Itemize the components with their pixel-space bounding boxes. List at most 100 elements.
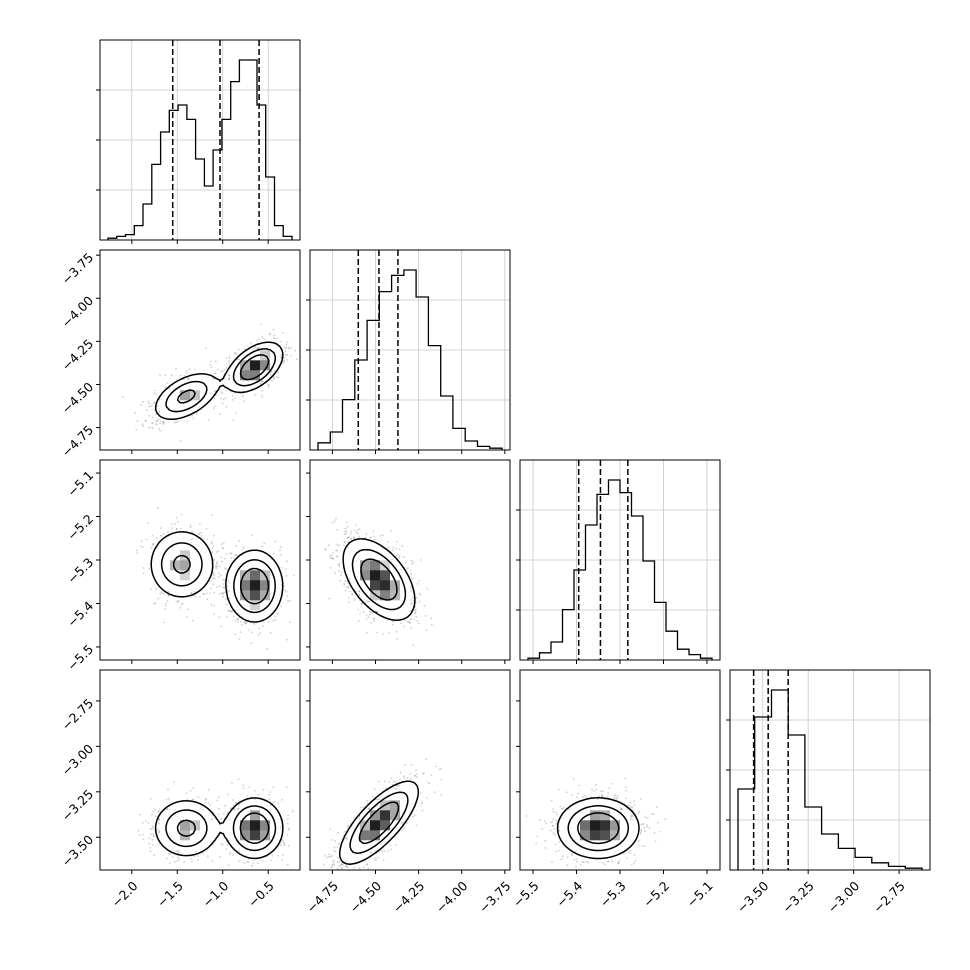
sample-point	[401, 545, 403, 547]
density-cell	[240, 370, 251, 381]
sample-point	[273, 377, 275, 380]
sample-point	[237, 621, 239, 623]
sample-point	[392, 546, 395, 549]
density-cell	[350, 570, 361, 581]
sample-point	[227, 378, 230, 380]
density-cell	[160, 400, 171, 411]
sample-point	[358, 528, 361, 531]
sample-point	[329, 566, 332, 569]
sample-point	[340, 574, 342, 577]
sample-point	[213, 558, 216, 561]
density-cell	[240, 610, 251, 621]
sample-point	[286, 638, 288, 641]
sample-point	[344, 527, 347, 530]
sample-point	[283, 360, 286, 362]
sample-point	[369, 537, 372, 539]
density-cell	[350, 540, 361, 551]
sample-point	[181, 602, 184, 605]
sample-point	[398, 555, 401, 558]
sample-point	[197, 533, 200, 536]
sample-point	[177, 851, 180, 854]
sample-point	[204, 801, 207, 804]
sample-point	[207, 802, 210, 804]
sample-point	[335, 555, 338, 558]
sample-point	[145, 420, 147, 422]
density-cell	[180, 550, 191, 561]
density-cell	[220, 380, 231, 391]
sample-point	[367, 600, 370, 603]
density-cell	[200, 570, 211, 581]
sample-point	[367, 601, 369, 603]
sample-point	[122, 395, 125, 398]
sample-point	[410, 618, 413, 621]
sample-point	[250, 642, 253, 645]
sample-point	[251, 534, 254, 537]
sample-point	[216, 565, 218, 568]
sample-point	[410, 626, 413, 629]
sample-point	[167, 595, 170, 597]
sample-point	[325, 549, 327, 551]
sample-point	[222, 595, 225, 598]
sample-point	[228, 378, 230, 381]
sample-point	[189, 524, 192, 527]
density-cell	[170, 530, 181, 541]
sample-point	[346, 537, 349, 540]
density-cell	[250, 570, 261, 581]
sample-point	[216, 586, 219, 588]
density-cell	[160, 390, 171, 401]
sample-point	[349, 533, 352, 535]
sample-point	[217, 550, 220, 553]
sample-point	[228, 610, 231, 613]
sample-point	[202, 537, 205, 540]
sample-point	[221, 370, 224, 372]
sample-point	[226, 585, 229, 588]
sample-point	[206, 598, 209, 601]
sample-point	[162, 423, 164, 426]
sample-point	[328, 597, 331, 600]
sample-point	[175, 368, 177, 370]
sample-point	[185, 372, 188, 375]
sample-point	[220, 625, 222, 628]
sample-point	[365, 614, 368, 616]
density-cell	[170, 540, 181, 551]
density-cell	[370, 580, 381, 591]
sample-point	[373, 620, 376, 622]
sample-point	[188, 368, 191, 370]
density-cell	[170, 570, 181, 581]
contour-lines	[150, 531, 284, 623]
sample-point	[355, 524, 357, 527]
sample-point	[250, 631, 253, 634]
sample-point	[366, 631, 368, 634]
contour-line	[176, 354, 270, 404]
sample-point	[282, 854, 284, 856]
panel-frame	[99, 249, 301, 451]
sample-point	[223, 557, 226, 560]
sample-point	[334, 572, 337, 575]
sample-point	[267, 620, 270, 623]
sample-point	[397, 553, 400, 556]
sample-point	[243, 400, 245, 403]
sample-point	[175, 600, 178, 603]
sample-point	[276, 612, 279, 615]
sample-point	[135, 428, 138, 431]
sample-point	[272, 552, 275, 555]
sample-point	[214, 372, 217, 375]
density-cell	[360, 590, 371, 601]
sample-point	[258, 338, 261, 340]
sample-point	[151, 844, 154, 846]
contour-lines	[342, 538, 416, 621]
sample-point	[224, 397, 227, 399]
sample-point	[222, 542, 225, 544]
sample-point	[235, 352, 238, 355]
sample-point	[395, 555, 398, 557]
sample-point	[418, 592, 421, 595]
sample-point	[288, 828, 290, 831]
sample-point	[254, 393, 257, 396]
sample-point	[222, 578, 225, 581]
sample-point	[225, 568, 227, 571]
sample-point	[226, 553, 228, 555]
sample-point	[256, 339, 259, 342]
sample-point	[212, 583, 215, 586]
sample-point	[336, 543, 339, 546]
sample-point	[338, 544, 340, 547]
